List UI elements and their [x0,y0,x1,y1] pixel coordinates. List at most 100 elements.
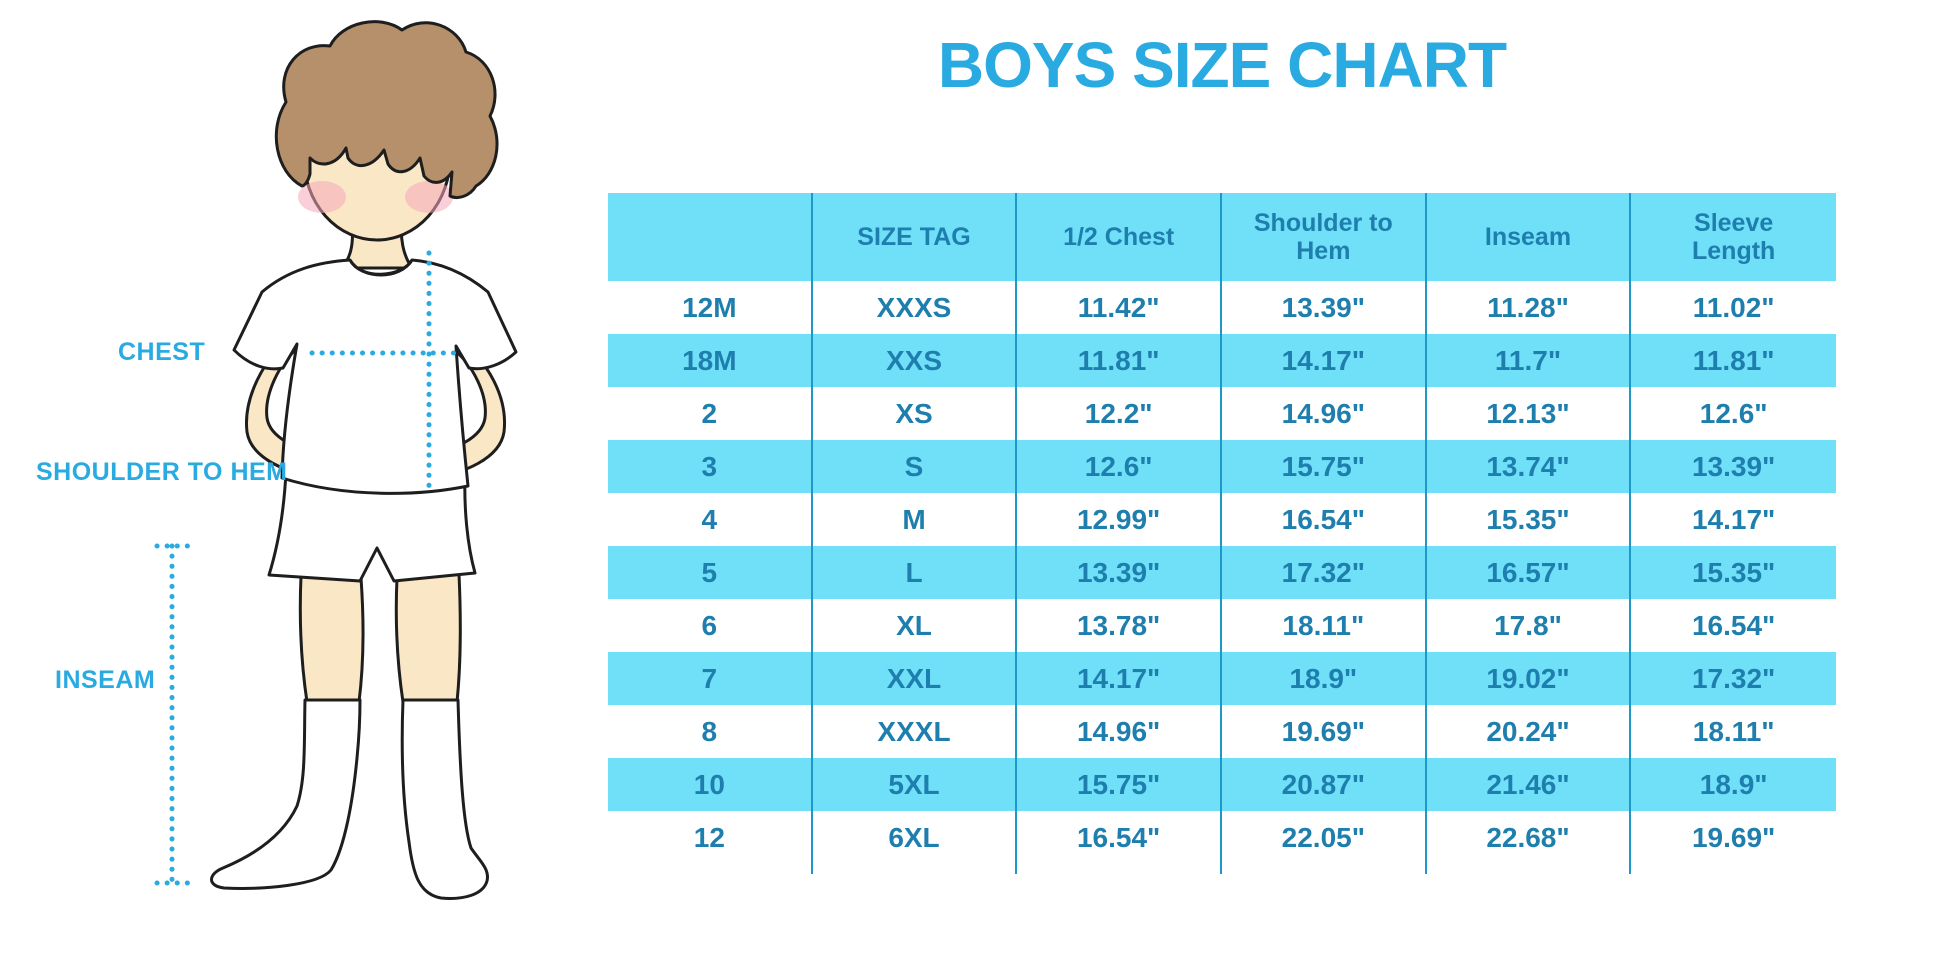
table-cell: 13.78" [1017,599,1222,652]
table-cell: 18.11" [1692,715,1775,747]
table-row: 4 M 12.99" 16.54" 15.35" 14.17" [608,493,1836,546]
table-row: 18M XXS 11.81" 14.17" 11.7" 11.81" [608,334,1836,387]
inseam-label: INSEAM [55,666,156,694]
table-cell: S [813,440,1018,493]
table-cell: 21.46" [1427,758,1632,811]
left-leg [298,574,365,704]
table-cell: 10 [608,758,813,811]
table-row: 12M XXXS 11.42" 13.39" 11.28" 11.02" [608,281,1836,334]
table-cell: 22.05" [1222,811,1427,864]
left-sock [210,698,362,890]
table-cell: XXXS [813,281,1018,334]
table-cell: 17.32" [1222,546,1427,599]
t-shirt [232,258,518,495]
table-cell: 12.2" [1017,387,1222,440]
table-cell: 19.02" [1427,652,1632,705]
column-header-shoulder-to-hem: Shoulder to Hem [1222,193,1427,281]
table-cell: 19.69" [1222,705,1427,758]
table-cell: 13.74" [1427,440,1632,493]
table-cell: 7 [608,652,813,705]
table-cell: 18M [608,334,813,387]
table-cell: 16.54" [1222,493,1427,546]
table-cell: 11.7" [1427,334,1632,387]
table-cell: 4 [608,493,813,546]
table-cell: 15.75" [1017,758,1222,811]
table-cell: M [813,493,1018,546]
grid-line-segment [1427,864,1632,874]
table-cell: 16.54" [1017,811,1222,864]
table-cell: 22.68" [1427,811,1632,864]
right-sock [400,698,489,900]
table-cell: 13.39" [1017,546,1222,599]
grid-line-segment [1222,864,1427,874]
table-cell: 3 [608,440,813,493]
table-cell: 16.54" [1691,609,1776,641]
table-cell: XXS [813,334,1018,387]
table-header-row: SIZE TAG 1/2 Chest Shoulder to Hem Insea… [608,193,1836,281]
size-table: SIZE TAG 1/2 Chest Shoulder to Hem Insea… [608,193,1836,874]
table-cell: 20.24" [1427,705,1632,758]
table-cell: 14.17" [1017,652,1222,705]
table-cell: XS [813,387,1018,440]
grid-line-segment [813,864,1018,874]
table-row: 5 L 13.39" 17.32" 16.57" 15.35" [608,546,1836,599]
table-cell: 14.17" [1691,503,1776,535]
table-cell: XXL [813,652,1018,705]
table-cell: 17.8" [1427,599,1632,652]
table-row: 6 XL 13.78" 18.11" 17.8" 16.54" [608,599,1836,652]
blush-right [405,181,453,213]
column-header-size-tag: SIZE TAG [813,193,1018,281]
table-cell: XL [813,599,1018,652]
table-cell: 6 [608,599,813,652]
table-cell: L [813,546,1018,599]
table-cell: 6XL [813,811,1018,864]
table-body: 12M XXXS 11.42" 13.39" 11.28" 11.02" 18M… [608,281,1836,864]
hair [274,20,499,200]
table-row: 12 6XL 16.54" 22.05" 22.68" 19.69" [608,811,1836,864]
table-cell: 13.39" [1691,450,1776,482]
table-cell: 16.57" [1427,546,1632,599]
collar-line [348,259,414,277]
table-cell: 11.81" [1692,344,1775,376]
table-cell: 14.96" [1222,387,1427,440]
chest-label: CHEST [118,338,206,366]
column-header-blank [608,193,813,281]
table-row: 7 XXL 14.17" 18.9" 19.02" 17.32" [608,652,1836,705]
grid-line-segment [1631,864,1836,874]
table-row: 10 5XL 15.75" 20.87" 21.46" 18.9" [608,758,1836,811]
page-title: BOYS SIZE CHART [937,29,1507,101]
table-cell: 14.96" [1017,705,1222,758]
table-line-extension [608,864,1836,874]
table-cell: 14.17" [1222,334,1427,387]
table-row: 2 XS 12.2" 14.96" 12.13" 12.6" [608,387,1836,440]
table-cell: 12.13" [1427,387,1632,440]
table-cell: 11.28" [1427,281,1632,334]
table-cell: 5 [608,546,813,599]
table-cell: 13.39" [1222,281,1427,334]
table-row: 3 S 12.6" 15.75" 13.74" 13.39" [608,440,1836,493]
table-cell: 19.69" [1691,821,1776,853]
table-cell: 15.35" [1427,493,1632,546]
table-cell: 18.9" [1222,652,1427,705]
table-cell: 15.35" [1691,556,1776,588]
shoulder-to-hem-label: SHOULDER TO HEM [36,458,288,486]
table-cell: 8 [608,705,813,758]
table-cell: 2 [608,387,813,440]
table-cell: 12.6" [1699,397,1768,429]
table-cell: 12.6" [1017,440,1222,493]
table-row: 8 XXXL 14.96" 19.69" 20.24" 18.11" [608,705,1836,758]
table-cell: 11.81" [1017,334,1222,387]
table-cell: 15.75" [1222,440,1427,493]
blush-left [298,181,346,213]
right-leg [394,572,462,704]
table-cell: 12.99" [1017,493,1222,546]
table-cell: 17.32" [1691,662,1776,694]
column-header-inseam: Inseam [1427,193,1632,281]
table-cell: 11.42" [1017,281,1222,334]
table-cell: XXXL [813,705,1018,758]
column-header-sleeve-length: Sleeve Length [1692,209,1776,265]
table-cell: 12 [608,811,813,864]
table-cell: 20.87" [1222,758,1427,811]
table-cell: 11.02" [1692,291,1775,323]
